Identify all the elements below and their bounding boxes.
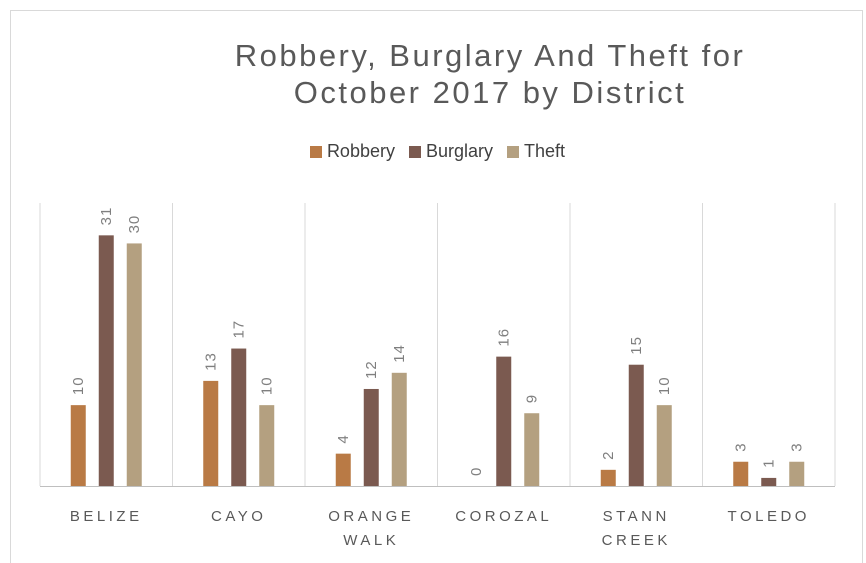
bar: [126, 243, 142, 486]
data-label: 15: [628, 336, 645, 355]
chart-border: [10, 10, 863, 563]
bar: [259, 405, 275, 486]
bar: [231, 348, 247, 486]
x-tick-label: CAYO: [211, 508, 267, 525]
legend-item: Theft: [507, 141, 565, 162]
bar: [363, 388, 379, 486]
bar: [70, 405, 86, 486]
legend-swatch: [507, 145, 520, 158]
legend-swatch: [309, 145, 322, 158]
chart-title: October 2017 by District: [294, 75, 687, 110]
x-tick-label: COROZAL: [455, 508, 553, 525]
data-label: 3: [789, 442, 806, 451]
bar: [391, 372, 407, 486]
x-tick-label: STANN CREEK: [601, 508, 671, 549]
bar: [600, 469, 616, 486]
legend-label: Robbery: [326, 141, 395, 161]
data-label: 10: [656, 376, 673, 395]
legend-item: Burglary: [408, 141, 494, 162]
data-label: 12: [363, 360, 380, 379]
data-label: 9: [524, 394, 541, 403]
data-label: 0: [468, 467, 485, 476]
data-label: 17: [231, 320, 248, 339]
bar: [335, 453, 351, 486]
data-label: 1: [761, 459, 778, 468]
data-label: 3: [733, 442, 750, 451]
bar: [98, 235, 114, 486]
data-label: 30: [126, 215, 143, 234]
chart-title: Robbery, Burglary And Theft for: [235, 38, 746, 73]
bar: [733, 461, 749, 486]
bar: [628, 364, 644, 486]
bar: [761, 477, 777, 486]
bar: [789, 461, 805, 486]
x-tick-label: ORANGE WALK: [328, 508, 415, 549]
data-label: 10: [259, 376, 276, 395]
bar: [656, 405, 672, 486]
data-label: 16: [496, 328, 513, 347]
x-tick-label: TOLEDO: [727, 508, 810, 525]
data-label: 13: [203, 352, 220, 371]
bar: [496, 356, 512, 486]
legend-item: Robbery: [309, 141, 395, 162]
data-label: 2: [600, 450, 617, 459]
legend-label: Burglary: [425, 141, 494, 161]
data-label: 10: [70, 376, 87, 395]
data-label: 4: [335, 434, 352, 443]
bar: [203, 380, 219, 486]
legend: Robbery Burglary Theft: [40, 141, 835, 162]
data-label: 31: [98, 207, 115, 226]
x-tick-label: BELIZE: [69, 508, 143, 525]
data-label: 14: [391, 344, 408, 363]
bar: [524, 413, 540, 486]
legend-label: Theft: [524, 141, 566, 161]
legend-swatch: [408, 145, 421, 158]
